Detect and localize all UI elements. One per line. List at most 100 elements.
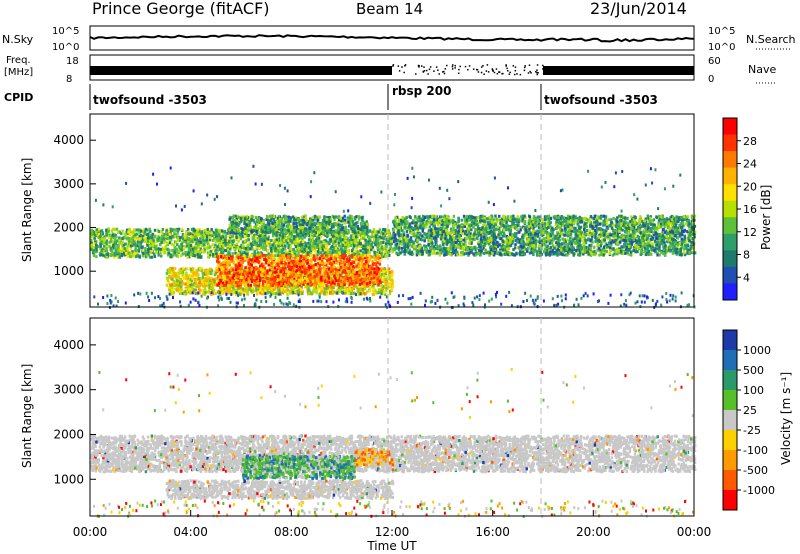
echo-cell bbox=[289, 239, 293, 243]
echo-cell bbox=[148, 227, 152, 231]
echo-cell bbox=[601, 233, 604, 237]
echo-cell bbox=[218, 243, 222, 247]
echo-cell bbox=[162, 248, 165, 252]
echo-cell bbox=[557, 251, 560, 255]
echo-cell bbox=[637, 230, 640, 234]
echo-cell bbox=[382, 255, 385, 258]
echo-cell bbox=[588, 220, 591, 224]
echo-cell bbox=[468, 237, 472, 241]
echo-cell bbox=[484, 249, 487, 252]
echo-cell bbox=[99, 253, 103, 257]
echo-cell bbox=[280, 235, 283, 239]
echo-cell bbox=[125, 251, 128, 255]
freq-dot bbox=[404, 64, 407, 66]
echo-cell bbox=[194, 237, 197, 241]
echo-cell bbox=[390, 247, 394, 251]
echo-cell bbox=[186, 254, 190, 258]
echo-cell bbox=[428, 252, 431, 256]
echo-cell bbox=[274, 245, 277, 249]
echo-cell bbox=[596, 219, 599, 223]
echo-cell bbox=[618, 223, 621, 227]
echo-cell bbox=[380, 255, 383, 258]
echo-cell bbox=[624, 251, 627, 255]
echo-cell bbox=[387, 250, 390, 254]
freq-dot bbox=[493, 71, 496, 74]
echo-cell bbox=[183, 245, 186, 249]
freq-dot bbox=[536, 69, 538, 71]
echo-cell bbox=[143, 228, 146, 232]
echo-cell bbox=[332, 234, 335, 238]
echo-cell bbox=[555, 244, 559, 248]
echo-cell bbox=[169, 230, 172, 234]
echo-cell bbox=[617, 214, 621, 218]
echo-cell bbox=[474, 228, 477, 231]
echo-cell bbox=[219, 236, 222, 240]
echo-cell bbox=[671, 251, 675, 255]
echo-cell bbox=[341, 250, 345, 254]
echo-cell bbox=[337, 232, 340, 236]
freq-dot bbox=[519, 73, 522, 76]
freq-dot bbox=[523, 66, 526, 69]
echo-cell bbox=[137, 249, 141, 253]
echo-cell bbox=[551, 226, 554, 230]
echo-cell bbox=[197, 232, 200, 236]
nsky-tick-bottom: 10^0 bbox=[52, 42, 79, 53]
echo-cell bbox=[371, 245, 375, 249]
echo-cell bbox=[458, 224, 461, 228]
echo-cell bbox=[370, 235, 373, 239]
echo-cell bbox=[300, 243, 304, 247]
echo-cell bbox=[284, 236, 287, 240]
echo-cell bbox=[221, 247, 225, 251]
echo-cell bbox=[249, 247, 252, 251]
echo-cell bbox=[151, 241, 154, 245]
echo-cell bbox=[194, 244, 197, 248]
echo-cell bbox=[346, 245, 349, 249]
echo-cell bbox=[403, 252, 406, 256]
echo-cell bbox=[118, 240, 121, 244]
echo-cell bbox=[121, 237, 124, 241]
echo-cell bbox=[176, 231, 179, 235]
echo-cell bbox=[207, 245, 210, 249]
echo-cell bbox=[104, 235, 107, 239]
echo-cell bbox=[456, 223, 459, 226]
echo-cell bbox=[331, 248, 335, 252]
echo-cell bbox=[143, 231, 146, 235]
echo-cell bbox=[515, 235, 518, 239]
echo-cell bbox=[374, 243, 377, 247]
echo-cell bbox=[622, 220, 626, 224]
echo-cell bbox=[299, 250, 302, 254]
echo-cell bbox=[154, 235, 157, 238]
echo-cell bbox=[196, 249, 199, 253]
echo-cell bbox=[192, 250, 195, 254]
echo-cell bbox=[501, 243, 505, 247]
echo-cell bbox=[674, 234, 677, 238]
echo-cell bbox=[120, 232, 123, 236]
echo-cell bbox=[408, 248, 411, 252]
echo-cell bbox=[182, 246, 186, 250]
echo-cell bbox=[170, 238, 173, 242]
echo-cell bbox=[368, 251, 371, 255]
echo-cell bbox=[367, 250, 370, 254]
echo-cell bbox=[256, 238, 259, 242]
echo-cell bbox=[298, 237, 301, 240]
echo-cell bbox=[255, 253, 258, 257]
echo-cell bbox=[142, 251, 145, 255]
echo-cell bbox=[194, 229, 197, 233]
echo-cell bbox=[105, 230, 108, 234]
echo-cell bbox=[338, 243, 341, 247]
echo-cell bbox=[511, 225, 514, 229]
echo-cell bbox=[238, 247, 241, 251]
echo-cell bbox=[488, 215, 492, 219]
echo-cell bbox=[199, 240, 203, 244]
echo-cell bbox=[308, 243, 312, 247]
echo-cell bbox=[506, 253, 510, 257]
echo-cell bbox=[428, 235, 432, 239]
echo-cell bbox=[294, 245, 298, 249]
echo-cell bbox=[113, 255, 116, 259]
echo-cell bbox=[357, 233, 360, 237]
echo-cell bbox=[286, 241, 289, 245]
freq-dot bbox=[397, 65, 400, 67]
echo-cell bbox=[192, 252, 195, 256]
echo-cell bbox=[335, 236, 338, 240]
echo-cell bbox=[672, 247, 675, 251]
